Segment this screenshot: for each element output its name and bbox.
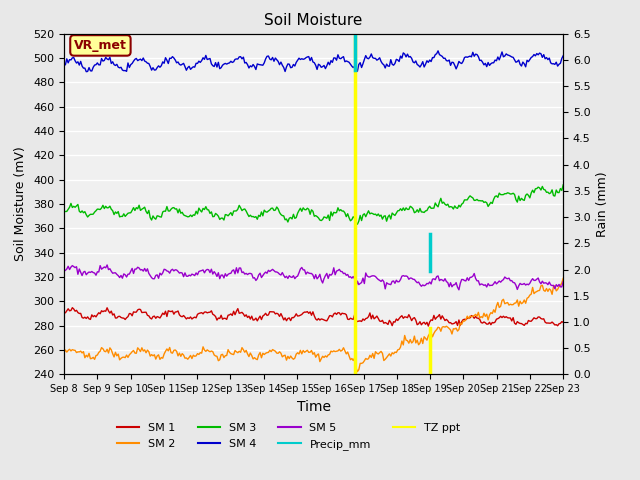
Title: Soil Moisture: Soil Moisture (264, 13, 363, 28)
Text: VR_met: VR_met (74, 39, 127, 52)
Legend: SM 1, SM 2, SM 3, SM 4, SM 5, Precip_mm, TZ ppt: SM 1, SM 2, SM 3, SM 4, SM 5, Precip_mm,… (113, 419, 465, 454)
X-axis label: Time: Time (296, 400, 331, 414)
Y-axis label: Soil Moisture (mV): Soil Moisture (mV) (15, 146, 28, 262)
Y-axis label: Rain (mm): Rain (mm) (596, 171, 609, 237)
